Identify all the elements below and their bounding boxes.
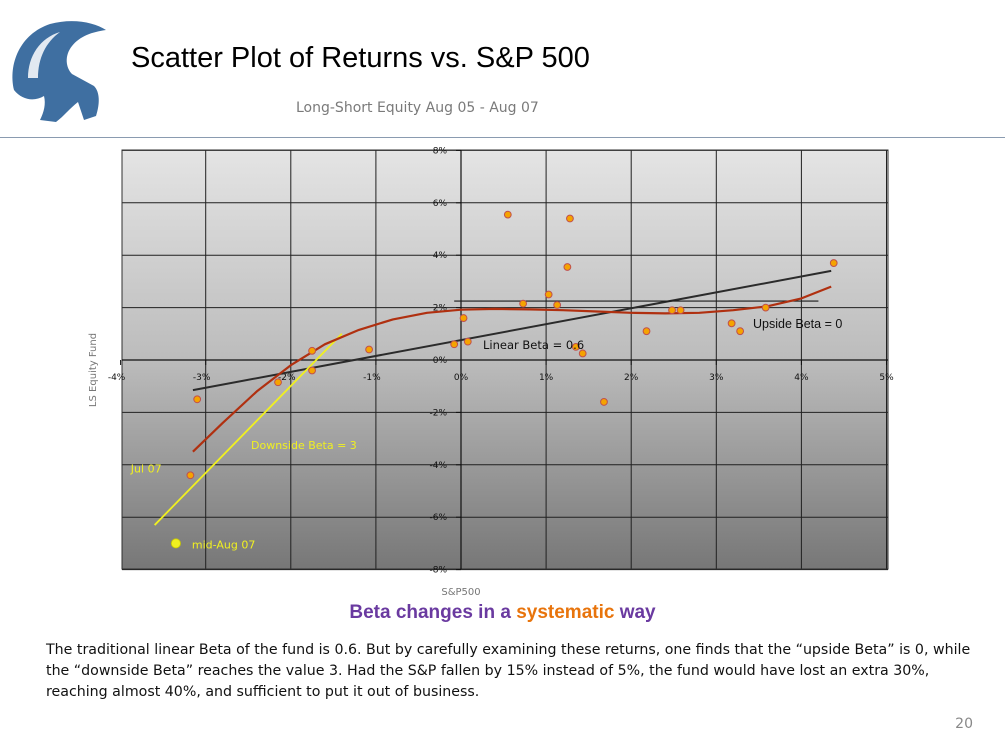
trend-lines	[153, 269, 832, 526]
data-point	[600, 398, 608, 406]
annotations: mid-Aug 07 Linear Beta = 0.6 Upside Beta =…	[130, 317, 843, 551]
chart-headline: Beta changes in a systematic way	[0, 602, 1005, 624]
data-point	[193, 395, 202, 404]
data-point	[571, 343, 580, 351]
headline-part1: Beta changes in a	[349, 602, 517, 623]
data-point	[308, 366, 316, 375]
y-tick-label: 8%	[433, 146, 448, 156]
x-tick-label: 5%	[879, 373, 894, 383]
highlight-point-label: mid-Aug 07	[192, 538, 255, 551]
x-tick-label: 4%	[794, 373, 809, 383]
x-tick-label: 0%	[454, 373, 469, 383]
linear-trend-line	[192, 269, 832, 392]
y-tick-label: -2%	[429, 408, 447, 418]
headline-part2: way	[614, 602, 656, 623]
y-axis-label: LS Equity Fund	[88, 333, 99, 407]
downside-beta-line	[153, 333, 343, 526]
axes	[120, 149, 888, 571]
data-point	[668, 306, 676, 315]
x-tick-label: 1%	[539, 373, 554, 383]
scatter-chart: -4% -3% -2% -1% 0% 1% 2% 3% 4% 5% -8% -6% -4% -2% 0% 2%…	[88, 146, 894, 598]
linear-beta-label: Linear Beta = 0.6	[483, 338, 584, 352]
y-tick-label: -4%	[429, 461, 447, 471]
annotation-label: Jul 07	[130, 463, 162, 476]
header-divider	[0, 137, 1005, 138]
x-tick-label: -4%	[108, 373, 126, 383]
downside-beta-label: Downside Beta = 3	[251, 439, 357, 452]
tick-labels: -4% -3% -2% -1% 0% 1% 2% 3% 4% 5% -8% -6% -4% -2% 0% 2%…	[108, 146, 894, 575]
y-tick-label: -8%	[429, 566, 447, 576]
data-point	[503, 210, 512, 219]
poly-trend-line	[192, 285, 832, 453]
highlight-point	[170, 538, 181, 549]
data-point	[450, 340, 459, 349]
data-point	[578, 349, 587, 358]
helmet-crest-highlight	[28, 32, 60, 78]
data-point	[459, 314, 468, 322]
body-paragraph: The traditional linear Beta of the fund …	[46, 642, 971, 700]
y-tick-label: 6%	[433, 199, 448, 209]
data-point	[274, 378, 282, 387]
data-points	[170, 210, 838, 549]
page-number: 20	[955, 716, 973, 732]
data-point	[553, 301, 562, 309]
x-tick-label: -1%	[363, 373, 381, 383]
chart-title: Long-Short Equity Aug 05 - Aug 07	[296, 100, 539, 116]
y-tick-label: 2%	[433, 304, 448, 314]
data-point	[365, 345, 373, 354]
x-tick-label: -3%	[193, 373, 211, 383]
data-point	[463, 337, 472, 346]
data-point	[186, 471, 195, 480]
x-tick-label: 2%	[624, 373, 639, 383]
y-tick-label: 0%	[433, 356, 448, 366]
x-tick-label: -2%	[278, 373, 296, 383]
headline-accent: systematic	[516, 602, 615, 623]
data-point	[308, 346, 316, 355]
company-logo-helmet	[12, 21, 106, 122]
data-point	[829, 259, 838, 267]
data-point	[544, 290, 553, 299]
data-point	[727, 319, 736, 328]
slide-title: Scatter Plot of Returns vs. S&P 500	[131, 42, 590, 74]
y-tick-label: -6%	[429, 513, 447, 523]
data-point	[761, 303, 770, 312]
data-point	[642, 327, 651, 336]
data-point	[563, 263, 572, 271]
x-axis-label: S&P500	[441, 587, 480, 598]
data-point	[676, 306, 685, 315]
upside-beta-label: Upside Beta = 0	[753, 317, 842, 331]
helmet-shape	[12, 21, 106, 122]
x-tick-label: 3%	[709, 373, 724, 383]
y-tick-label: 4%	[433, 251, 448, 261]
data-point	[736, 327, 745, 336]
data-point	[566, 214, 574, 223]
data-point	[519, 299, 528, 308]
